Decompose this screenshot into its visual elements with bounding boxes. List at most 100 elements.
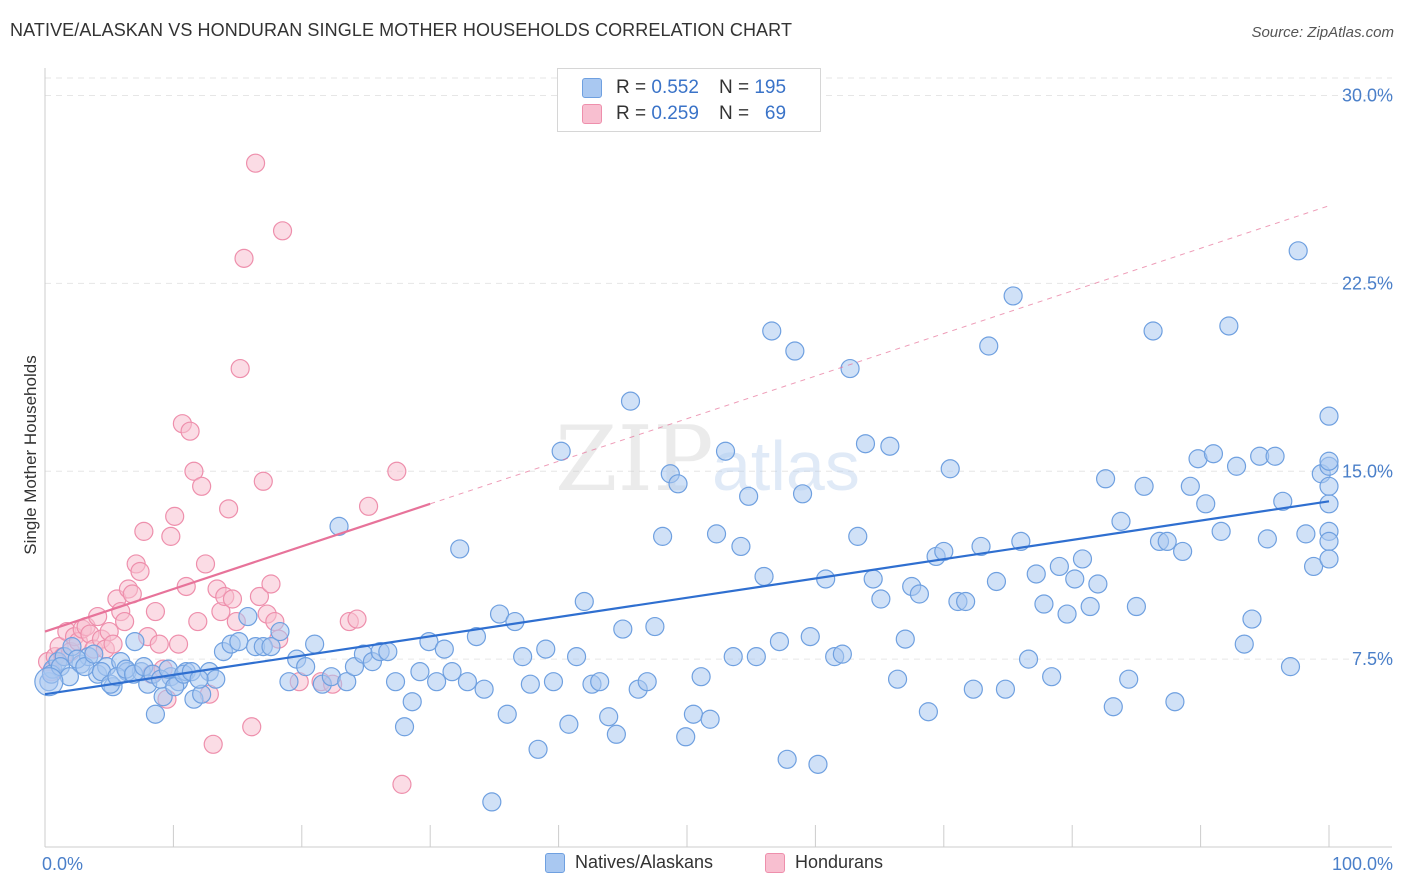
natives-point-23 (206, 669, 226, 689)
natives-point-157 (1257, 529, 1277, 549)
natives-point-154 (1234, 634, 1254, 654)
natives-point-137 (1103, 697, 1123, 717)
r-label: R = (616, 103, 647, 124)
hondurans-point-37 (180, 421, 200, 441)
natives-point-30 (261, 637, 281, 657)
source-note: Source: ZipAtlas.com (1251, 24, 1394, 41)
natives-point-31 (270, 621, 290, 642)
hondurans-point-65 (347, 609, 367, 629)
natives-point-26 (229, 631, 249, 652)
natives-point-104 (848, 526, 868, 546)
hondurans-point-28 (145, 601, 166, 622)
hondurans-point-40 (192, 476, 212, 496)
natives-point-163 (1303, 556, 1324, 577)
hondurans-trend-line (44, 502, 431, 633)
natives-point-161 (1288, 241, 1308, 261)
hondurans-point-34 (168, 634, 189, 654)
y-tick-label-1: 15.0% (1342, 461, 1393, 481)
x-tick-label-1: 100.0% (1332, 854, 1393, 874)
natives-point-145 (1165, 692, 1185, 712)
natives-legend-label: Natives/Alaskans (575, 852, 714, 872)
natives-point-88 (723, 647, 743, 667)
natives-point-116 (940, 459, 960, 479)
hondurans-point-47 (219, 499, 239, 519)
natives-point-129 (1042, 667, 1062, 687)
natives-point-83 (683, 704, 704, 724)
natives-point-94 (769, 631, 790, 652)
natives-point-63 (528, 739, 548, 759)
hondurans-point-48 (222, 589, 243, 609)
natives-point-90 (739, 486, 759, 506)
natives-point-135 (1088, 574, 1108, 594)
natives-point-123 (995, 679, 1016, 699)
hondurans-point-20 (115, 611, 135, 632)
natives-point-78 (645, 616, 665, 637)
natives-point-106 (863, 569, 883, 589)
natives-point-55 (466, 626, 487, 647)
natives-swatch (582, 78, 602, 98)
natives-trend-line (44, 500, 1330, 696)
legend-item-natives[interactable]: Natives/Alaskans (545, 852, 713, 873)
y-tick-label-3: 30.0% (1342, 86, 1393, 106)
hondurans-point-25 (134, 521, 154, 541)
natives-point-168 (1319, 451, 1339, 471)
natives-point-158 (1265, 446, 1285, 466)
natives-point-45 (385, 672, 406, 692)
natives-point-75 (620, 391, 641, 411)
natives-point-97 (792, 484, 813, 504)
natives-point-162 (1296, 524, 1316, 544)
hondurans-point-67 (387, 461, 407, 481)
hondurans-point-41 (195, 554, 216, 574)
natives-point-99 (808, 754, 828, 774)
natives-point-141 (1134, 476, 1154, 496)
natives-point-96 (785, 341, 805, 361)
hondurans-point-54 (249, 586, 270, 607)
natives-point-146 (1173, 541, 1193, 562)
tick-labels: 7.5% 15.0% 22.5% 30.0% 0.0% 100.0% (42, 86, 1393, 874)
natives-point-79 (653, 526, 673, 546)
natives-point-62 (520, 674, 540, 694)
r-label: R = (616, 77, 647, 98)
natives-point-130 (1049, 556, 1069, 577)
natives-point-92 (754, 566, 774, 587)
natives-point-124 (1003, 286, 1023, 306)
natives-point-110 (895, 629, 915, 649)
natives-point-66 (551, 441, 571, 461)
natives-point-69 (574, 591, 594, 612)
hondurans-point-57 (261, 574, 281, 594)
hondurans-point-29 (149, 634, 169, 654)
natives-point-172 (1319, 406, 1339, 426)
natives-point-169 (1319, 476, 1339, 496)
natives-point-87 (715, 441, 736, 461)
natives-point-77 (637, 672, 657, 692)
watermark-atlas: atlas (712, 427, 860, 505)
natives-point-126 (1018, 649, 1039, 669)
natives-point-57 (482, 792, 502, 812)
natives-point-134 (1080, 596, 1100, 617)
natives-point-47 (402, 692, 422, 712)
natives-point-72 (599, 707, 619, 727)
natives-point-147 (1180, 476, 1200, 496)
hondurans-point-39 (188, 611, 208, 632)
n-label: N = (718, 103, 750, 124)
natives-point-59 (497, 704, 517, 724)
legend-item-hondurans[interactable]: Hondurans (765, 852, 883, 873)
hondurans-point-38 (184, 461, 204, 481)
natives-point-108 (880, 436, 900, 456)
natives-point-109 (887, 669, 908, 689)
natives-point-48 (410, 662, 430, 682)
natives-point-51 (434, 639, 454, 659)
natives-point-71 (590, 672, 610, 692)
trend-lines (44, 205, 1330, 696)
natives-point-54 (457, 672, 478, 692)
natives-point-113 (918, 702, 938, 722)
natives-point-140 (1126, 596, 1147, 617)
hondurans-legend-label: Hondurans (795, 852, 884, 872)
hondurans-point-24 (130, 561, 150, 582)
y-tick-label-2: 22.5% (1342, 273, 1393, 293)
axes (44, 68, 1392, 848)
natives-point-149 (1196, 494, 1216, 514)
natives-point-73 (606, 724, 626, 744)
natives-point-133 (1072, 549, 1093, 569)
